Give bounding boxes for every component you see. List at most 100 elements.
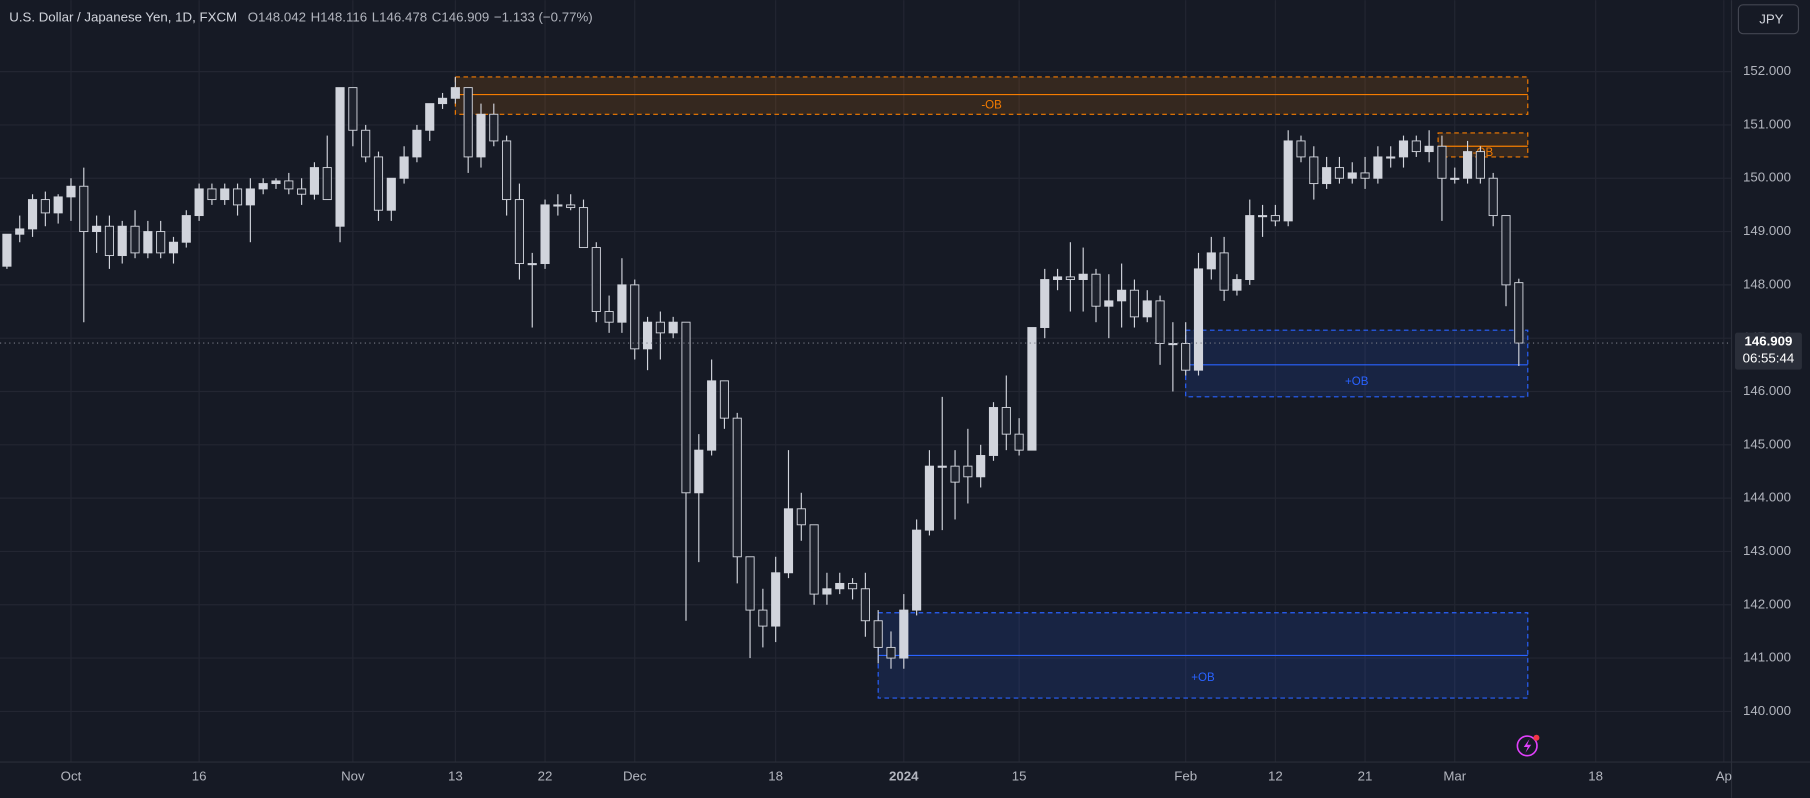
x-tick-label: 13 [448,769,463,784]
candle-body [758,609,768,627]
y-tick-label: 140.000 [1743,703,1791,718]
candle-body [27,199,38,230]
candle-body [297,188,307,195]
chart-header: U.S. Dollar / Japanese Yen, 1D, FXCM O14… [9,9,592,24]
zone-label: -OB [981,100,1002,112]
candle-body [912,529,922,611]
y-tick-label: 150.000 [1743,170,1791,185]
candle-body [1181,343,1191,371]
y-tick-label: 143.000 [1743,543,1791,558]
candle-body [258,183,268,190]
candle-body [963,465,973,478]
candle-body [194,188,204,217]
candle-body [130,225,140,254]
candle-body [578,207,589,249]
header-value: 148.042 [258,9,306,24]
header-value: 146.909 [441,9,489,24]
zone-box [1185,329,1529,398]
candle-body [553,204,563,207]
candle-body [181,215,191,243]
candle-body [1424,145,1434,153]
candle-body [143,231,153,254]
zone-label: +OB [1345,376,1369,388]
candle-body [284,180,294,190]
candle-body [1411,140,1421,153]
candle-body [1091,273,1101,307]
candle-body [783,508,794,574]
candle-body [450,87,460,99]
candle-body [15,228,25,235]
candle-body [361,129,371,158]
candle-body [899,609,909,659]
currency-button[interactable] [1737,4,1800,35]
candle-body [373,156,384,211]
x-tick-label: 21 [1358,769,1373,784]
header-value: 146.478 [379,9,427,24]
candle-body [642,321,653,350]
candle-body [1270,215,1280,222]
candle-body [1501,215,1511,286]
candle-body [604,311,614,323]
candle-body [655,321,665,334]
candle-body [1155,300,1165,344]
candle-body [463,87,473,158]
candle-body [745,556,755,611]
candle-body [835,582,845,590]
x-tick-label: 18 [1588,769,1603,784]
candle-body [309,167,319,195]
y-tick-label: 149.000 [1743,223,1791,238]
candle-body [1475,151,1485,179]
candle-body [271,180,281,185]
candle-body [1437,145,1447,179]
candle-body [1463,151,1473,179]
candle-body [566,204,576,209]
candle-body [92,225,102,233]
candle-body [2,233,12,267]
header-value: 148.116 [320,9,367,24]
x-tick-label: Nov [341,769,365,784]
candle-body [348,87,358,131]
x-tick-label: Dec [623,769,647,784]
candle-body [1360,172,1370,179]
y-tick-label: 141.000 [1743,650,1791,665]
candle-body [1386,156,1396,159]
candle-body [707,380,717,451]
x-tick-label: 15 [1012,769,1027,784]
candle-body [630,284,640,350]
candle-body [886,646,896,659]
candle-body [976,455,986,478]
candle-body [771,572,781,627]
candle-body [1232,279,1242,291]
candle-body [232,188,243,206]
candle-body [860,588,870,622]
candle-body [681,321,691,494]
candle-body [540,204,550,265]
candle-body [988,407,999,456]
x-tick-label: Ap [1716,769,1732,784]
last-price-label: 146.909 [1744,333,1792,348]
header-label: H [311,9,321,24]
y-tick-label: 146.000 [1743,383,1791,398]
zone-box [1437,132,1529,158]
x-tick-label: 18 [768,769,783,784]
candle-body [591,247,601,312]
candle-body [1052,276,1063,281]
candle-body [873,620,883,648]
y-tick-label: 148.000 [1743,276,1791,291]
candle-body [1488,177,1498,217]
candle-body [1322,167,1332,185]
zone-label: +OB [1191,672,1215,684]
last-price-badge [1734,332,1802,370]
candle-body [79,185,89,233]
header-change: −1.133 (−0.77%) [494,9,593,24]
candle-body [399,156,409,179]
candle-body [156,231,166,254]
candle-body [245,188,255,206]
lightning-icon[interactable] [1516,734,1540,757]
candle-body [950,465,960,483]
currency-label[interactable]: JPY [1759,11,1783,26]
x-tick-label: 16 [192,769,207,784]
